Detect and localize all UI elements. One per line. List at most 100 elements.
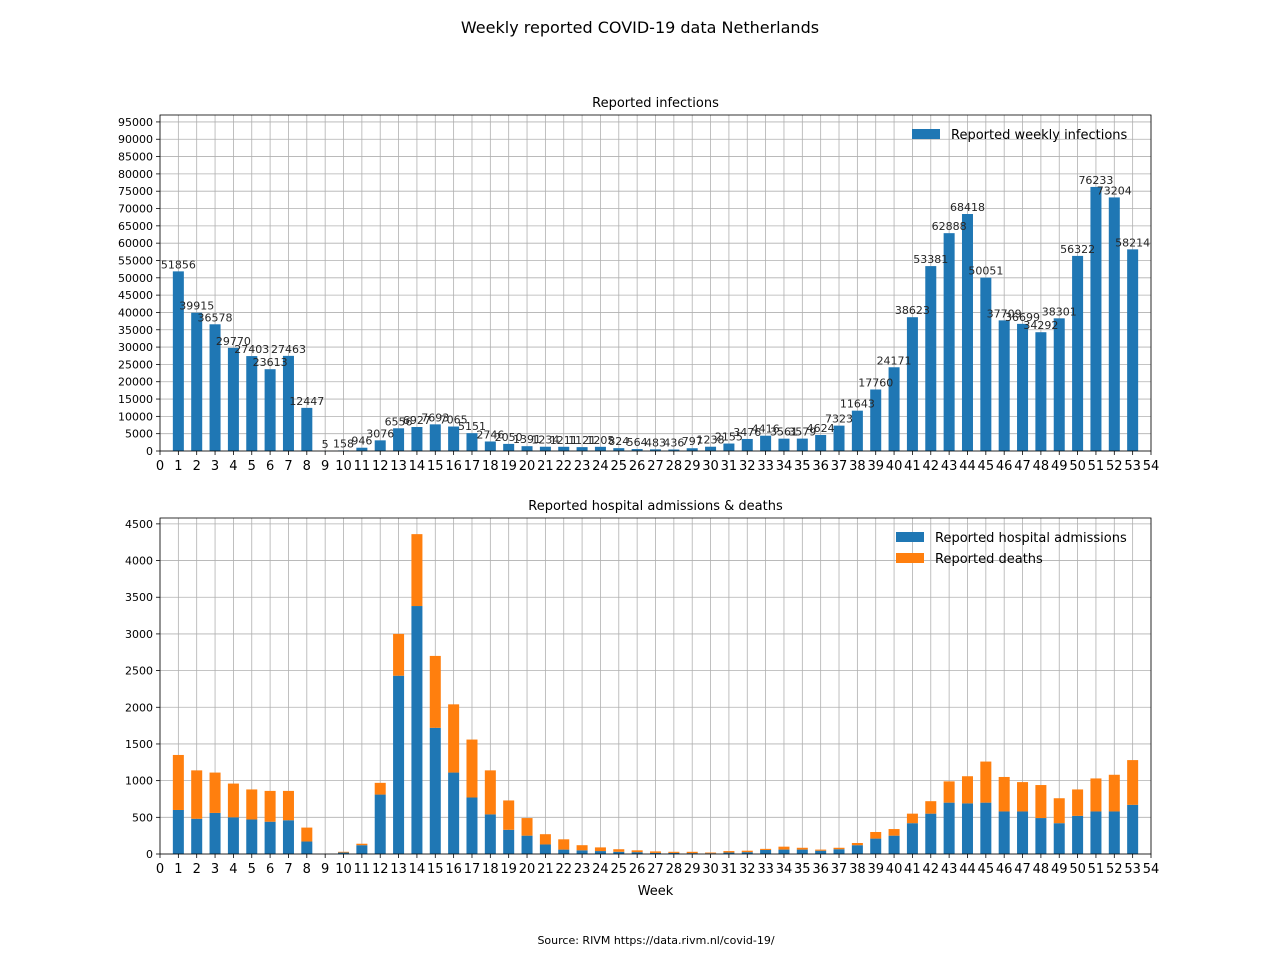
x-tick-label: 2 xyxy=(193,459,201,474)
infections-chart-title: Reported infections xyxy=(592,96,719,111)
x-tick-label: 36 xyxy=(812,459,829,474)
infection-value-label: 17760 xyxy=(858,376,893,389)
x-tick-label: 8 xyxy=(303,459,311,474)
admissions-bar xyxy=(649,852,662,854)
infection-bar xyxy=(851,410,863,451)
infection-bar xyxy=(668,449,680,451)
infection-bar xyxy=(613,448,625,451)
deaths-bar xyxy=(906,813,918,824)
x-tick-label: 35 xyxy=(794,862,811,877)
x-tick-label: 6 xyxy=(266,862,274,877)
deaths-bar xyxy=(686,851,698,854)
infection-value-label: 824 xyxy=(608,435,629,448)
x-tick-label: 31 xyxy=(721,862,738,877)
y-tick-label: 45000 xyxy=(118,289,153,302)
x-tick-label: 44 xyxy=(959,459,976,474)
infection-value-label: 27403 xyxy=(234,343,269,356)
deaths-bar xyxy=(429,655,441,728)
infection-value-label: 1121 xyxy=(568,434,596,447)
x-tick-label: 39 xyxy=(867,459,884,474)
admissions-bar xyxy=(943,802,955,854)
x-tick-label: 32 xyxy=(739,459,756,474)
admissions-bar xyxy=(760,849,772,854)
deaths-bar xyxy=(631,850,643,853)
x-tick-label: 28 xyxy=(666,862,683,877)
admissions-bar xyxy=(778,849,790,854)
x-tick-label: 49 xyxy=(1051,862,1068,877)
infection-bar xyxy=(906,317,918,451)
x-tick-label: 29 xyxy=(684,459,701,474)
admissions-bar xyxy=(686,853,698,854)
infection-value-label: 7065 xyxy=(440,414,468,427)
infection-bar xyxy=(998,320,1010,451)
x-tick-label: 31 xyxy=(721,459,738,474)
x-tick-label: 26 xyxy=(629,459,646,474)
infection-bar xyxy=(191,312,203,451)
infections-grid xyxy=(159,115,1152,452)
deaths-bar xyxy=(980,761,992,803)
deaths-bar xyxy=(943,781,955,803)
x-tick-label: 9 xyxy=(321,459,329,474)
x-tick-label: 16 xyxy=(445,862,462,877)
infection-value-label: 51856 xyxy=(161,258,196,271)
x-tick-label: 4 xyxy=(229,459,237,474)
admissions-bar xyxy=(246,819,258,854)
infection-value-label: 38301 xyxy=(1042,305,1077,318)
admissions-bar xyxy=(888,835,900,854)
infection-bar xyxy=(888,367,900,451)
hospital-x-axis: 0 1 2 3 4 5 6 7 8 9 10 11 12 13 14 15 16 17 18 19 20 21 22 23 24… xyxy=(156,854,1159,877)
x-tick-label: 52 xyxy=(1106,862,1123,877)
infection-bar xyxy=(760,435,772,451)
infections-chart: Reported infections 51856399153657829770… xyxy=(118,96,1159,474)
infection-bar xyxy=(870,389,882,451)
admissions-bar xyxy=(191,818,203,854)
y-tick-label: 65000 xyxy=(118,220,153,233)
infection-value-label: 2746 xyxy=(476,428,504,441)
y-tick-label: 40000 xyxy=(118,306,153,319)
hospital-y-axis: 0 500 1000 1500 2000 2500 3000 3500 4000 4500 xyxy=(125,518,160,861)
infection-value-label: 39915 xyxy=(179,300,214,313)
x-tick-label: 10 xyxy=(335,459,352,474)
infection-bar xyxy=(796,438,808,451)
y-tick-label: 55000 xyxy=(118,254,153,267)
x-tick-label: 11 xyxy=(354,459,371,474)
x-tick-label: 22 xyxy=(555,862,572,877)
infection-value-label: 436 xyxy=(663,436,684,449)
infection-bar xyxy=(246,356,258,451)
infection-bar xyxy=(558,446,570,451)
infection-value-label: 1211 xyxy=(550,434,578,447)
infection-value-label: 5151 xyxy=(458,420,486,433)
hospital-chart-title: Reported hospital admissions & deaths xyxy=(528,499,783,514)
deaths-bar xyxy=(172,754,184,810)
legend-label-deaths: Reported deaths xyxy=(935,552,1043,567)
x-tick-label: 17 xyxy=(464,862,481,877)
y-tick-label: 50000 xyxy=(118,272,153,285)
deaths-bar xyxy=(961,776,973,804)
x-tick-label: 43 xyxy=(941,459,958,474)
infection-value-label: 37709 xyxy=(987,307,1022,320)
infection-bar xyxy=(925,266,937,451)
infection-value-label: 73204 xyxy=(1097,184,1132,197)
admissions-bar xyxy=(393,675,405,854)
admissions-bar xyxy=(227,817,239,854)
y-tick-label: 20000 xyxy=(118,376,153,389)
x-tick-label: 10 xyxy=(335,862,352,877)
x-tick-label: 25 xyxy=(611,862,628,877)
legend-label-admissions: Reported hospital admissions xyxy=(935,531,1127,546)
y-tick-label: 500 xyxy=(132,811,153,824)
x-tick-label: 51 xyxy=(1088,862,1105,877)
admissions-bar xyxy=(1017,811,1029,854)
admissions-bar xyxy=(906,823,918,854)
infection-value-label: 24171 xyxy=(877,354,912,367)
x-tick-label: 40 xyxy=(886,862,903,877)
y-tick-label: 70000 xyxy=(118,203,153,216)
infection-value-label: 5 xyxy=(322,438,329,451)
admissions-bar xyxy=(741,852,753,854)
infection-bar xyxy=(833,425,845,451)
admissions-bar xyxy=(558,849,570,854)
admissions-bar xyxy=(870,838,882,854)
deaths-bar xyxy=(1108,774,1120,812)
infection-value-label: 2155 xyxy=(715,431,743,444)
x-tick-label: 42 xyxy=(923,459,940,474)
infection-bar xyxy=(1108,197,1120,451)
